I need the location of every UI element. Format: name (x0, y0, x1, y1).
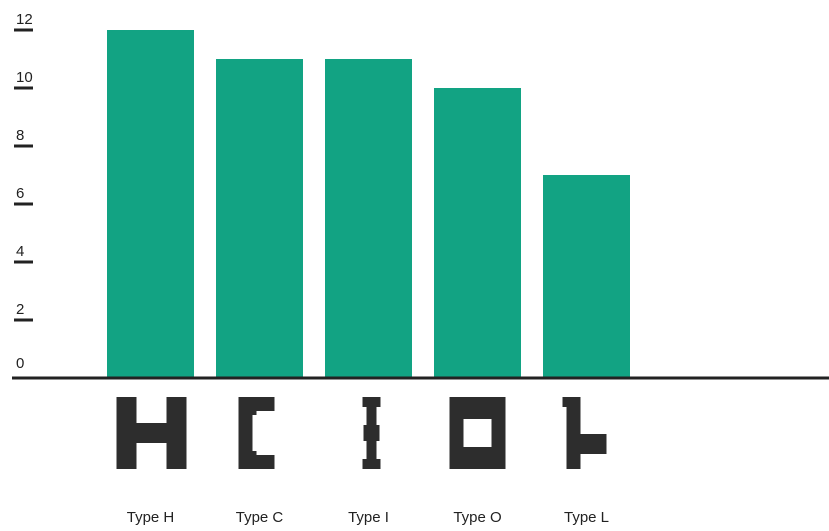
x-tick-label: Type I (348, 509, 389, 526)
category-shapes (116, 397, 607, 469)
y-tick-label: 6 (16, 185, 24, 202)
c-shape-icon (238, 397, 275, 469)
o-shape-icon (449, 397, 506, 469)
bar (543, 175, 630, 378)
bar (434, 88, 521, 378)
x-tick-label: Type C (236, 509, 284, 526)
y-tick-label: 2 (16, 301, 24, 318)
x-tick-label: Type H (127, 509, 175, 526)
y-tick-label: 8 (16, 127, 24, 144)
l-shape-icon (562, 397, 607, 469)
i-shape-icon (362, 397, 381, 469)
bar-series (107, 30, 630, 378)
x-axis-labels: Type H Type C Type I Type O Type L (127, 509, 609, 526)
y-tick-label: 12 (16, 11, 33, 28)
y-tick-label: 10 (16, 69, 33, 86)
x-tick-label: Type O (453, 509, 501, 526)
bar (325, 59, 412, 378)
bar (107, 30, 194, 378)
bar (216, 59, 303, 378)
y-axis-ticks: 0 2 4 6 8 10 12 (14, 11, 33, 372)
h-shape-icon (116, 397, 187, 469)
y-tick-label: 4 (16, 243, 24, 260)
y-tick-label: 0 (16, 355, 24, 372)
x-tick-label: Type L (564, 509, 609, 526)
